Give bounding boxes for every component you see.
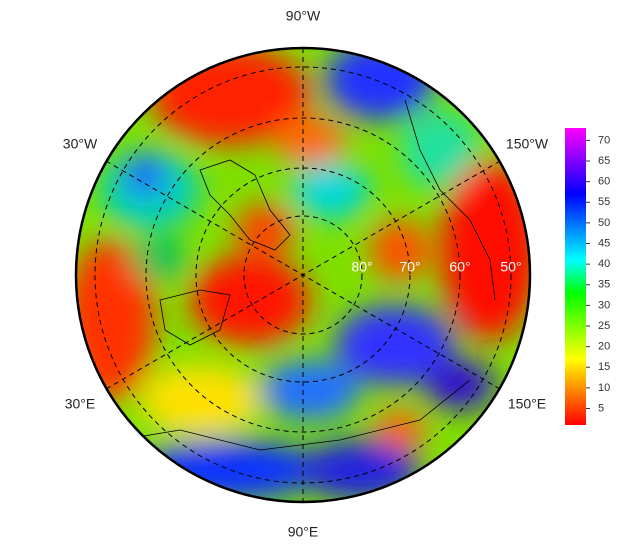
colorbar-tick-label: 25 [598, 320, 610, 332]
latitude-label: 80° [351, 259, 372, 275]
colorbar-tick-label: 45 [598, 237, 610, 249]
colorbar [565, 128, 586, 425]
colorbar-tick-label: 5 [598, 402, 604, 414]
longitude-label: 90°W [286, 8, 321, 24]
colorbar-tick-label: 15 [598, 361, 610, 373]
latitude-label: 50° [500, 259, 521, 275]
latitude-label: 60° [449, 259, 470, 275]
colorbar-tick-label: 70 [598, 134, 610, 146]
colorbar-tick-label: 55 [598, 196, 610, 208]
map-border [74, 46, 532, 504]
longitude-label: 150°E [508, 396, 546, 412]
longitude-label: 30°W [63, 136, 98, 152]
longitude-label: 90°E [288, 524, 319, 540]
latitude-label: 70° [399, 259, 420, 275]
colorbar-tick-label: 20 [598, 341, 610, 353]
longitude-label: 150°W [506, 136, 549, 152]
colorbar-tick-label: 40 [598, 258, 610, 270]
field [76, 48, 530, 502]
colorbar-tick-label: 50 [598, 217, 610, 229]
colorbar-tick-label: 65 [598, 155, 610, 167]
longitude-label: 30°E [65, 396, 96, 412]
colorbar-tick-label: 35 [598, 279, 610, 291]
colorbar-tick-label: 30 [598, 299, 610, 311]
colorbar-tick-label: 10 [598, 382, 610, 394]
colorbar-tick-label: 60 [598, 176, 610, 188]
